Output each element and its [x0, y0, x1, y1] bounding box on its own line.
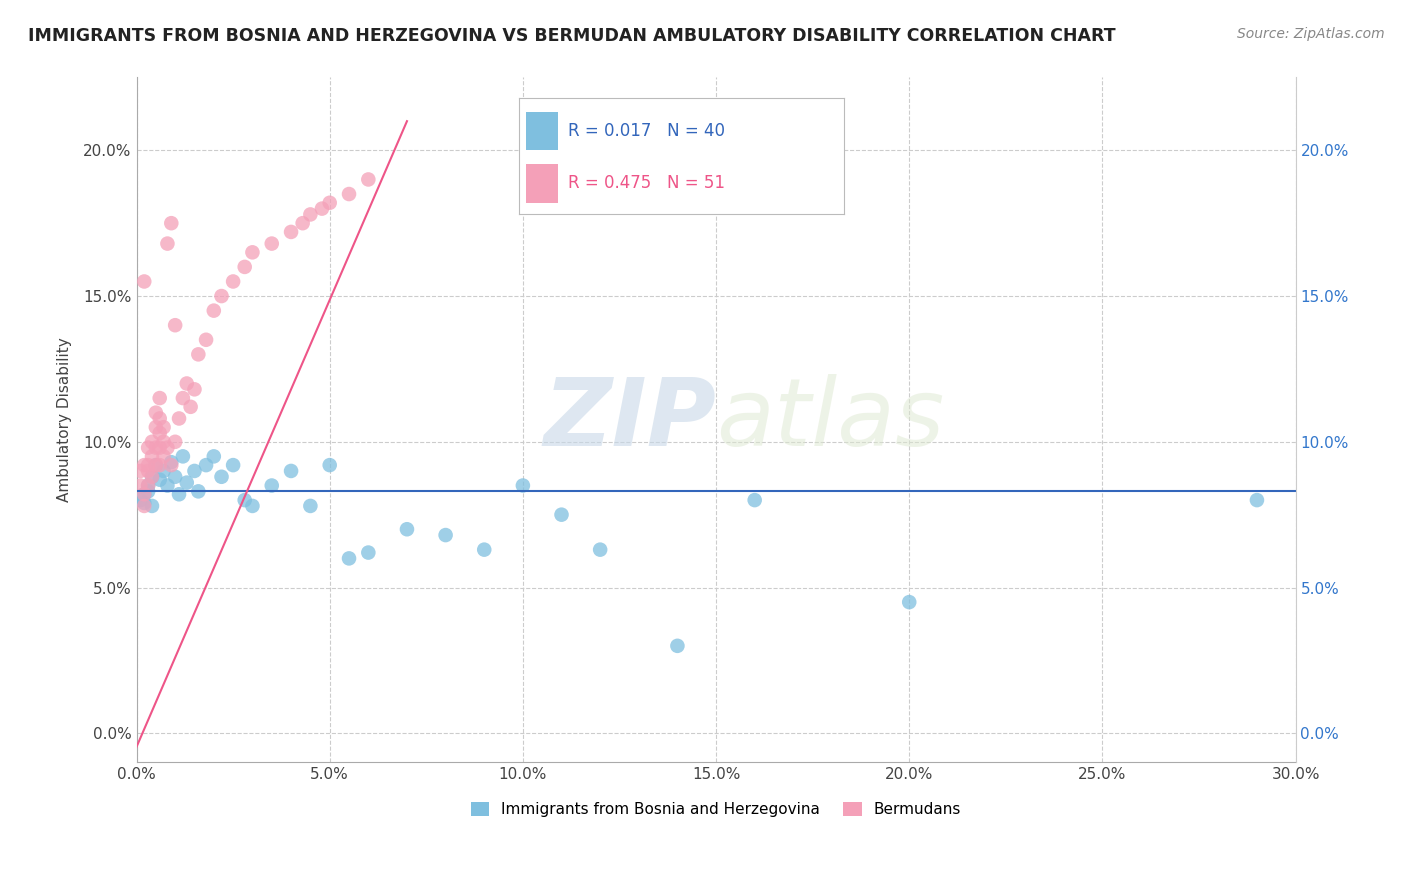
Point: [160, 455, 183, 469]
Point: [176, 376, 198, 391]
Point: [136, 441, 159, 455]
Point: [180, 400, 202, 414]
Point: [149, 411, 172, 425]
Point: [136, 458, 159, 472]
Point: [134, 487, 156, 501]
Point: [160, 216, 183, 230]
Point: [357, 545, 380, 559]
Point: [136, 484, 159, 499]
Text: Source: ZipAtlas.com: Source: ZipAtlas.com: [1237, 27, 1385, 41]
Point: [222, 458, 245, 472]
Point: [134, 487, 156, 501]
Point: [152, 420, 174, 434]
Point: [141, 499, 163, 513]
Point: [172, 391, 194, 405]
Point: [165, 470, 187, 484]
Point: [299, 207, 322, 221]
Point: [129, 478, 152, 492]
Point: [172, 450, 194, 464]
Point: [195, 333, 218, 347]
Point: [149, 391, 172, 405]
Point: [666, 639, 689, 653]
Point: [156, 236, 179, 251]
Point: [167, 487, 190, 501]
Legend: Immigrants from Bosnia and Herzegovina, Bermudans: Immigrants from Bosnia and Herzegovina, …: [465, 796, 967, 823]
Point: [260, 478, 283, 492]
Point: [145, 420, 167, 434]
Point: [512, 478, 534, 492]
Point: [129, 493, 152, 508]
Point: [149, 441, 172, 455]
Point: [187, 484, 209, 499]
Point: [898, 595, 921, 609]
Point: [145, 406, 167, 420]
Point: [145, 458, 167, 472]
Point: [134, 458, 156, 472]
Point: [550, 508, 572, 522]
Point: [233, 260, 256, 274]
Point: [136, 478, 159, 492]
Text: ZIP: ZIP: [543, 374, 716, 466]
Point: [202, 303, 225, 318]
Point: [1246, 493, 1268, 508]
Point: [211, 470, 233, 484]
Point: [744, 493, 766, 508]
Point: [337, 551, 360, 566]
Point: [183, 464, 205, 478]
Point: [141, 434, 163, 449]
Point: [589, 542, 612, 557]
Point: [395, 522, 418, 536]
Text: IMMIGRANTS FROM BOSNIA AND HERZEGOVINA VS BERMUDAN AMBULATORY DISABILITY CORRELA: IMMIGRANTS FROM BOSNIA AND HERZEGOVINA V…: [28, 27, 1116, 45]
Point: [134, 496, 156, 510]
Point: [434, 528, 457, 542]
Point: [222, 275, 245, 289]
Point: [291, 216, 314, 230]
Point: [145, 458, 167, 472]
Point: [156, 478, 179, 492]
Point: [167, 411, 190, 425]
Point: [202, 450, 225, 464]
Point: [141, 470, 163, 484]
Point: [129, 464, 152, 478]
Point: [280, 464, 302, 478]
Point: [176, 475, 198, 490]
Point: [136, 464, 159, 478]
Point: [337, 187, 360, 202]
Point: [156, 441, 179, 455]
Point: [141, 470, 163, 484]
Point: [145, 441, 167, 455]
Point: [311, 202, 333, 216]
Point: [211, 289, 233, 303]
Point: [165, 434, 187, 449]
Point: [195, 458, 218, 472]
Point: [149, 425, 172, 440]
Point: [242, 245, 264, 260]
Point: [299, 499, 322, 513]
Point: [357, 172, 380, 186]
Point: [242, 499, 264, 513]
Point: [318, 195, 340, 210]
Point: [260, 236, 283, 251]
Text: atlas: atlas: [716, 375, 945, 466]
Point: [136, 478, 159, 492]
Point: [149, 473, 172, 487]
Point: [187, 347, 209, 361]
Point: [152, 464, 174, 478]
Point: [472, 542, 495, 557]
Point: [165, 318, 187, 333]
Y-axis label: Ambulatory Disability: Ambulatory Disability: [58, 337, 72, 502]
Point: [233, 493, 256, 508]
Point: [152, 434, 174, 449]
Point: [141, 450, 163, 464]
Point: [152, 450, 174, 464]
Point: [318, 458, 340, 472]
Point: [134, 275, 156, 289]
Point: [280, 225, 302, 239]
Point: [149, 458, 172, 472]
Point: [160, 458, 183, 472]
Point: [183, 382, 205, 396]
Point: [134, 499, 156, 513]
